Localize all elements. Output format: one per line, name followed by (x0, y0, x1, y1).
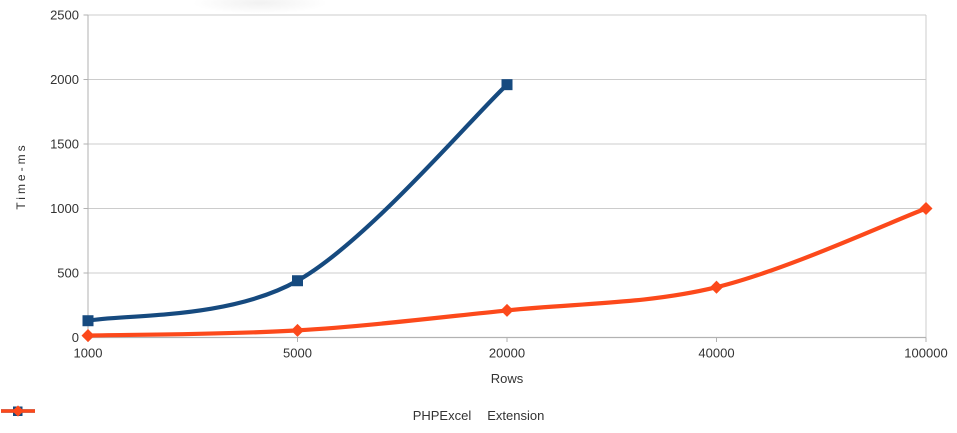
x-tick-label: 1000 (74, 346, 103, 361)
series-line-phpexcel (85, 82, 510, 323)
diamond-marker (919, 201, 933, 216)
x-tick-label: 100000 (904, 346, 947, 361)
y-tick-label: 0 (72, 330, 79, 345)
y-tick-label: 500 (57, 266, 79, 281)
legend-label: Extension (487, 407, 545, 423)
legend-label: PHPExcel (412, 407, 472, 423)
x-axis-title: Rows (490, 371, 524, 386)
legend-item-extension: Extension (1, 405, 545, 423)
diamond-marker (290, 323, 305, 337)
x-tick-label: 5000 (283, 346, 312, 361)
axes (83, 14, 927, 342)
data-markers (81, 79, 933, 343)
square-marker (292, 275, 303, 287)
gridlines (88, 14, 927, 338)
diamond-marker (709, 280, 724, 294)
tick-labels: 0 500 1000 1500 2000 2500 1000 5000 20000 40000 10… (50, 8, 948, 361)
series-lines (85, 82, 929, 338)
legend: PHPExcel Extension (0, 404, 957, 426)
x-tick-label: 40000 (698, 346, 734, 361)
y-tick-label: 1000 (50, 201, 79, 216)
y-axis-title: Time-ms (14, 142, 28, 210)
x-tick-label: 20000 (489, 346, 525, 361)
diamond-marker (81, 329, 95, 343)
y-tick-label: 2000 (50, 72, 79, 87)
y-tick-label: 2500 (50, 8, 79, 23)
legend-item-phpexcel: PHPExcel (1, 406, 472, 423)
square-marker (82, 315, 94, 327)
square-marker (501, 79, 513, 91)
diamond-marker (500, 303, 514, 317)
diamond-marker-icon (1, 405, 35, 417)
y-tick-label: 1500 (50, 137, 79, 152)
